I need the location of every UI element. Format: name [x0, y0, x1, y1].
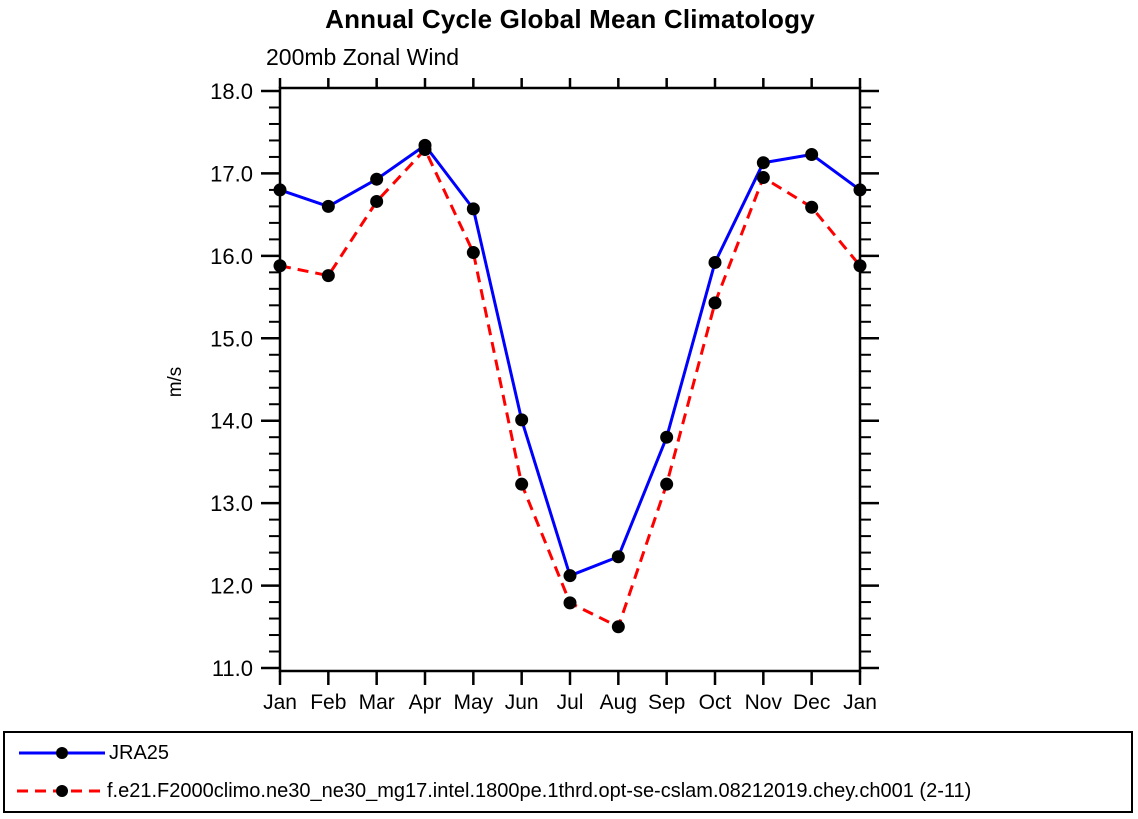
data-point-series-0: [273, 183, 287, 197]
y-tick-label: 15.0: [210, 326, 253, 351]
chart-title: Annual Cycle Global Mean Climatology: [325, 4, 815, 34]
data-point-series-1: [370, 194, 384, 208]
x-tick-label: Jun: [505, 691, 539, 714]
y-tick-label: 11.0: [212, 656, 253, 681]
data-point-series-0: [805, 147, 819, 161]
x-tick-label: Nov: [745, 691, 783, 714]
x-tick-label: Apr: [409, 691, 442, 714]
data-point-series-1: [853, 259, 867, 273]
x-tick-label: Oct: [699, 691, 732, 714]
y-tick-label: 14.0: [210, 409, 253, 434]
x-tick-label: Jan: [843, 691, 877, 714]
legend-label-model: f.e21.F2000climo.ne30_ne30_mg17.intel.18…: [107, 779, 972, 802]
data-point-series-1: [756, 171, 770, 185]
chart-subtitle: 200mb Zonal Wind: [266, 44, 460, 70]
legend-marker-dot: [56, 784, 68, 797]
y-tick-label: 18.0: [210, 79, 253, 104]
x-tick-label: Mar: [359, 691, 395, 714]
data-point-series-1: [805, 200, 819, 214]
data-point-series-0: [563, 569, 577, 583]
legend-line-dashed-sample: [17, 784, 105, 797]
legend-label-jra25: JRA25: [109, 742, 170, 765]
x-tick-label: Sep: [648, 691, 685, 714]
data-point-series-0: [708, 255, 722, 269]
x-tick-label: May: [453, 691, 493, 714]
legend-marker-dot: [56, 747, 68, 760]
data-point-series-1: [708, 296, 722, 310]
legend: JRA25 f.e21.F2000climo.ne30_ne30_mg17.in…: [3, 731, 1133, 813]
data-point-series-1: [466, 246, 480, 260]
data-point-series-1: [660, 477, 674, 491]
x-tick-label: Aug: [600, 691, 637, 714]
y-tick-label: 17.0: [210, 161, 253, 186]
x-tick-label: Dec: [793, 691, 830, 714]
legend-item-model: f.e21.F2000climo.ne30_ne30_mg17.intel.18…: [11, 774, 1131, 808]
data-point-series-0: [515, 413, 529, 427]
x-tick-label: Feb: [310, 691, 346, 714]
data-point-series-0: [660, 430, 674, 444]
data-point-series-0: [611, 550, 625, 564]
x-tick-label: Jul: [557, 691, 584, 714]
data-point-series-1: [418, 143, 432, 157]
series-line-0: [279, 143, 861, 578]
plot-frame: [278, 86, 862, 673]
data-point-series-0: [853, 183, 867, 197]
x-tick-label: Jan: [263, 691, 297, 714]
data-point-series-0: [756, 156, 770, 170]
y-axis-label: m/s: [165, 367, 186, 398]
data-point-series-1: [273, 259, 287, 273]
data-point-series-1: [321, 269, 335, 283]
data-point-series-1: [515, 477, 529, 491]
data-point-series-1: [611, 620, 625, 634]
data-point-series-0: [370, 172, 384, 186]
data-point-series-0: [466, 202, 480, 216]
data-point-series-0: [321, 199, 335, 213]
legend-item-jra25: JRA25: [11, 736, 1131, 770]
series-line-1: [279, 148, 862, 629]
legend-line-solid-sample: [19, 747, 105, 760]
data-point-series-1: [563, 596, 577, 610]
plot-area: 11.0 12.0 13.0 14.0 15.0 16.0 17.0 18.0 Jan Feb Ma…: [165, 78, 879, 714]
y-tick-label: 13.0: [210, 491, 253, 516]
y-tick-label: 16.0: [210, 244, 253, 269]
y-tick-label: 12.0: [210, 574, 253, 599]
